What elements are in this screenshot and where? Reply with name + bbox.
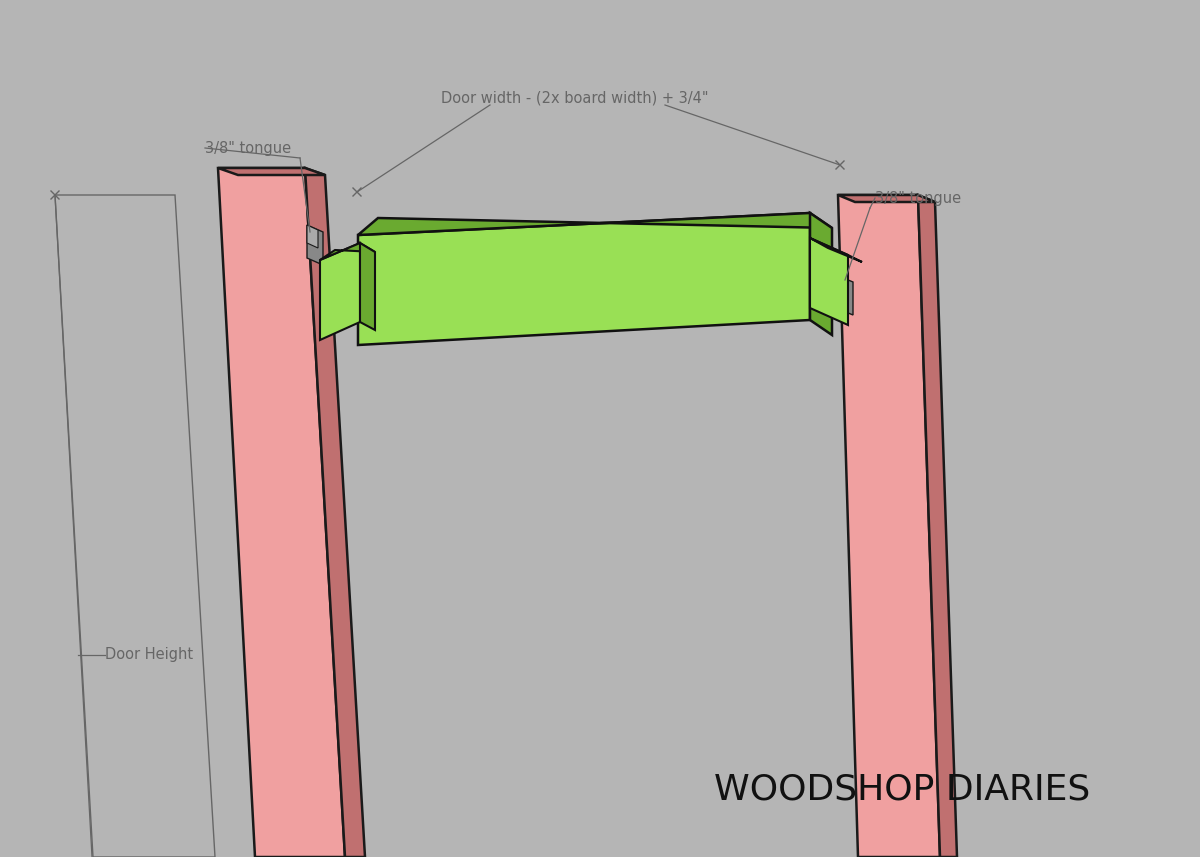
Text: 3/8" tongue: 3/8" tongue (205, 141, 292, 155)
Polygon shape (307, 225, 323, 265)
Polygon shape (810, 213, 832, 335)
Polygon shape (320, 243, 360, 340)
Polygon shape (305, 168, 365, 857)
Polygon shape (838, 195, 940, 857)
Text: 3/8" tongue: 3/8" tongue (875, 190, 961, 206)
Text: Door width - (2x board width) + 3/4": Door width - (2x board width) + 3/4" (442, 91, 709, 105)
Text: WOODSHOP DIARIES: WOODSHOP DIARIES (714, 773, 1090, 807)
Text: Door Height: Door Height (106, 648, 193, 662)
Polygon shape (836, 275, 847, 297)
Polygon shape (836, 275, 853, 315)
Polygon shape (320, 243, 374, 260)
Polygon shape (358, 213, 832, 235)
Polygon shape (218, 168, 346, 857)
Polygon shape (360, 243, 374, 330)
Polygon shape (218, 168, 325, 175)
Polygon shape (810, 238, 848, 325)
Polygon shape (838, 195, 935, 202)
Polygon shape (918, 195, 958, 857)
Polygon shape (358, 213, 810, 345)
Polygon shape (55, 195, 215, 857)
Polygon shape (810, 238, 862, 262)
Polygon shape (307, 225, 318, 248)
